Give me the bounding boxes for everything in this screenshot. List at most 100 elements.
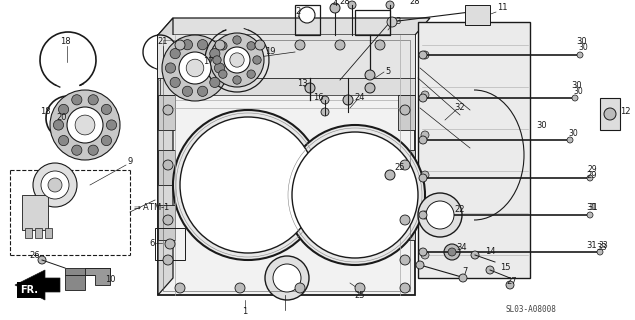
Circle shape — [165, 63, 176, 73]
Text: 13: 13 — [297, 78, 307, 87]
Circle shape — [67, 107, 103, 143]
Circle shape — [162, 35, 228, 101]
Circle shape — [58, 135, 69, 146]
Circle shape — [182, 40, 192, 50]
Text: 29: 29 — [588, 165, 598, 174]
Circle shape — [421, 51, 429, 59]
Text: 7: 7 — [462, 268, 468, 276]
Circle shape — [400, 283, 410, 293]
Polygon shape — [85, 268, 110, 285]
Circle shape — [255, 40, 265, 50]
Circle shape — [292, 132, 418, 258]
Circle shape — [180, 117, 316, 253]
Circle shape — [48, 178, 62, 192]
Circle shape — [400, 215, 410, 225]
Polygon shape — [158, 205, 175, 240]
Circle shape — [348, 1, 356, 9]
Polygon shape — [158, 18, 173, 295]
Circle shape — [330, 3, 340, 13]
Circle shape — [567, 137, 573, 143]
Text: 26: 26 — [30, 251, 40, 260]
Circle shape — [179, 52, 211, 84]
Text: 14: 14 — [485, 247, 495, 257]
Text: 20: 20 — [57, 114, 67, 123]
Text: 17: 17 — [203, 58, 213, 67]
Circle shape — [233, 36, 241, 44]
Text: 12: 12 — [620, 108, 631, 116]
Circle shape — [604, 108, 616, 120]
Text: SL03-A08008: SL03-A08008 — [505, 306, 556, 315]
Polygon shape — [15, 270, 60, 300]
Circle shape — [186, 59, 204, 77]
Circle shape — [235, 283, 245, 293]
Circle shape — [197, 40, 208, 50]
Text: 5: 5 — [385, 68, 391, 76]
Circle shape — [213, 56, 221, 64]
Polygon shape — [158, 18, 430, 35]
Circle shape — [355, 283, 365, 293]
Polygon shape — [465, 5, 490, 25]
Polygon shape — [418, 22, 530, 278]
Text: 30: 30 — [537, 121, 547, 130]
Text: 30: 30 — [573, 86, 583, 95]
Circle shape — [210, 77, 220, 87]
Circle shape — [50, 90, 120, 160]
Circle shape — [215, 63, 225, 73]
Circle shape — [182, 86, 192, 96]
Circle shape — [365, 83, 375, 93]
Circle shape — [421, 171, 429, 179]
Text: 21: 21 — [157, 37, 168, 46]
Polygon shape — [158, 35, 415, 78]
Circle shape — [102, 135, 112, 146]
Circle shape — [230, 53, 244, 67]
Circle shape — [163, 160, 173, 170]
Circle shape — [587, 212, 593, 218]
Circle shape — [400, 105, 410, 115]
Circle shape — [38, 256, 46, 264]
Text: 32: 32 — [455, 103, 465, 113]
Circle shape — [577, 52, 583, 58]
Text: 4: 4 — [332, 0, 338, 7]
Text: 30: 30 — [578, 44, 588, 52]
Circle shape — [506, 281, 514, 289]
Circle shape — [163, 255, 173, 265]
Circle shape — [419, 211, 427, 219]
Circle shape — [305, 83, 315, 93]
Text: 33: 33 — [598, 241, 608, 250]
Circle shape — [224, 47, 250, 73]
Circle shape — [215, 40, 225, 50]
Circle shape — [419, 51, 427, 59]
Circle shape — [419, 136, 427, 144]
Text: 30: 30 — [572, 81, 582, 90]
Circle shape — [218, 70, 227, 78]
Text: 25: 25 — [355, 291, 365, 300]
Text: 28: 28 — [410, 0, 420, 6]
Circle shape — [387, 17, 397, 27]
Polygon shape — [160, 78, 415, 95]
Circle shape — [173, 110, 323, 260]
Circle shape — [459, 274, 467, 282]
Circle shape — [335, 40, 345, 50]
Text: 18: 18 — [60, 37, 70, 46]
Circle shape — [210, 49, 220, 59]
Text: 30: 30 — [568, 129, 578, 138]
Circle shape — [175, 283, 185, 293]
Circle shape — [58, 104, 69, 115]
Polygon shape — [398, 95, 415, 130]
Text: 33: 33 — [597, 244, 607, 252]
Polygon shape — [22, 195, 48, 230]
Circle shape — [295, 283, 305, 293]
Circle shape — [421, 91, 429, 99]
Circle shape — [375, 40, 385, 50]
Circle shape — [107, 120, 117, 130]
Circle shape — [102, 104, 112, 115]
Circle shape — [587, 175, 593, 181]
Circle shape — [285, 125, 425, 265]
Circle shape — [72, 145, 82, 155]
Circle shape — [572, 95, 578, 101]
Circle shape — [247, 42, 255, 50]
Circle shape — [486, 266, 494, 274]
Circle shape — [210, 33, 264, 87]
Polygon shape — [600, 98, 620, 130]
Text: 31: 31 — [587, 204, 598, 212]
